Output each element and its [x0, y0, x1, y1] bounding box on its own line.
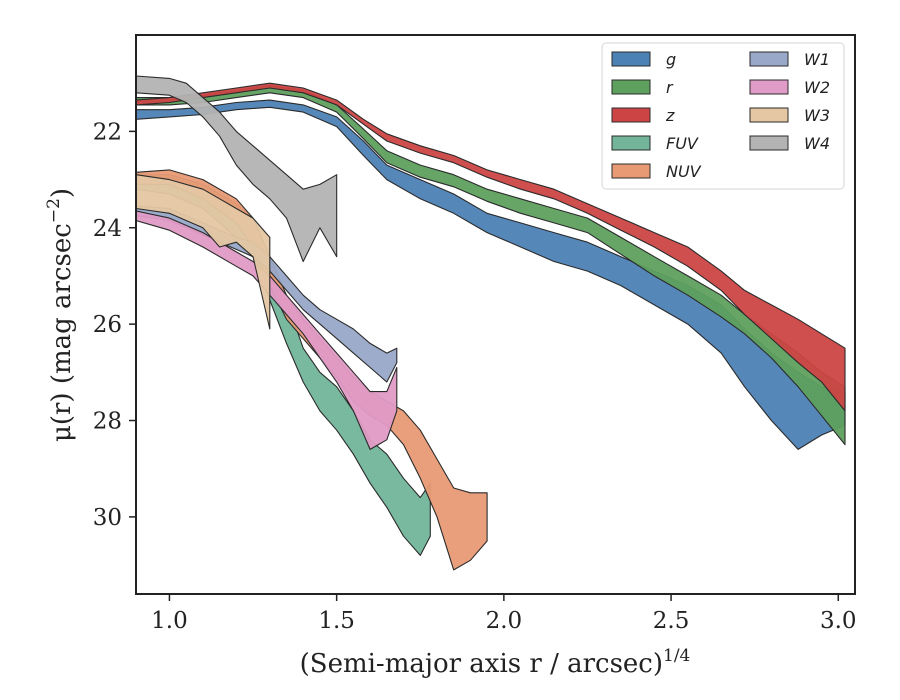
legend-label-w1: W1	[804, 50, 830, 69]
plot-frame	[135, 34, 856, 595]
legend-label-w3: W3	[804, 106, 830, 125]
legend-label-w4: W4	[804, 134, 830, 153]
legend-label-w2: W2	[804, 78, 830, 97]
legend-swatch-w2	[749, 79, 789, 95]
y-tick-label: 24	[93, 216, 122, 242]
legend-label-g: g	[666, 50, 676, 69]
x-tick-label: 1.5	[318, 608, 355, 634]
band-r	[136, 85, 846, 446]
legend-swatch-r	[611, 79, 651, 95]
x-axis-label: (Semi-major axis r / arcsec)1/4	[300, 646, 691, 679]
x-tick-label: 2.5	[653, 608, 690, 634]
legend-swatch-fuv	[611, 135, 651, 151]
legend-label-r: r	[666, 78, 674, 97]
band-layer	[136, 75, 846, 571]
x-tick-label: 3.0	[820, 608, 857, 634]
legend-swatch-w1	[749, 51, 789, 67]
legend-label-fuv: FUV	[666, 134, 699, 153]
band-w3	[136, 174, 271, 330]
legend-swatch-w4	[749, 135, 789, 151]
legend: grz FUV NUV W1 W2 W3 W4	[601, 42, 845, 190]
x-tick-label: 2.0	[486, 608, 523, 634]
y-tick-label: 28	[93, 409, 122, 435]
y-tick-label: 22	[93, 119, 122, 145]
legend-swatch-nuv	[611, 163, 651, 179]
y-tick-label: 26	[93, 312, 122, 338]
legend-swatch-z	[611, 107, 651, 123]
y-axis-label: μ(r) (mag arcsec−2)	[44, 188, 77, 442]
legend-swatch-w3	[749, 107, 789, 123]
x-tick-label: 1.0	[151, 608, 188, 634]
tick-layer: 1.0 1.5 2.0 2.5 3.0 22 24 26 28 30	[93, 119, 857, 634]
band-w4	[136, 75, 338, 263]
y-tick-label: 30	[93, 505, 122, 531]
band-z	[136, 82, 846, 412]
legend-swatch-g	[611, 51, 651, 67]
legend-label-z: z	[665, 106, 675, 125]
legend-label-nuv: NUV	[666, 162, 702, 181]
